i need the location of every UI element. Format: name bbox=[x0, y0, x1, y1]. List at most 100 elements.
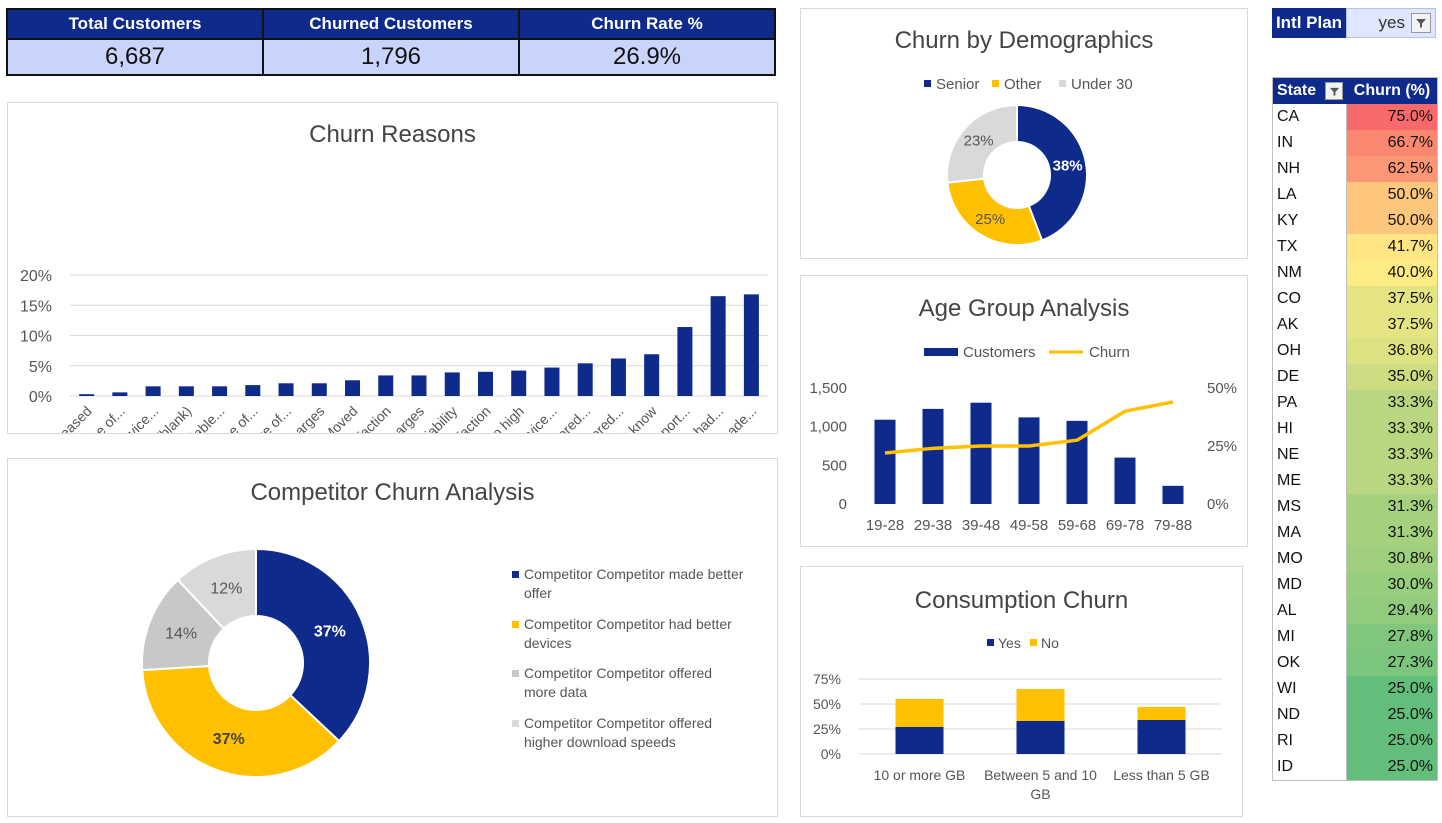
kpi-value: 1,796 bbox=[264, 40, 518, 74]
y2-tick-label: 25% bbox=[1207, 438, 1237, 455]
y2-tick-label: 0% bbox=[1207, 496, 1229, 513]
table-row: IN 66.7% bbox=[1273, 130, 1437, 156]
churn-cell: 25.0% bbox=[1347, 754, 1437, 780]
y-tick-label: 1,500 bbox=[809, 380, 847, 397]
table-row: PA 33.3% bbox=[1273, 390, 1437, 416]
chart-title: Churn by Demographics bbox=[894, 27, 1154, 54]
churn-cell: 50.0% bbox=[1347, 182, 1437, 208]
y-tick-label: 1,000 bbox=[809, 419, 847, 436]
x-tick-label: 79-88 bbox=[1154, 517, 1192, 534]
bar bbox=[743, 294, 759, 396]
table-row: KY 50.0% bbox=[1273, 208, 1437, 234]
kpi-churn-rate: Churn Rate % 26.9% bbox=[520, 10, 774, 74]
x-tick-label: Less than 5 GB bbox=[1113, 767, 1210, 783]
table-row: MS 31.3% bbox=[1273, 494, 1437, 520]
churn-cell: 41.7% bbox=[1347, 234, 1437, 260]
bar bbox=[411, 375, 427, 396]
x-tick-label: 10 or more GB bbox=[874, 767, 966, 783]
pie-slice bbox=[946, 103, 1018, 184]
bar bbox=[610, 358, 626, 396]
chart-title: Consumption Churn bbox=[914, 587, 1129, 614]
table-row: CO 37.5% bbox=[1273, 286, 1437, 312]
churn-reasons-panel: Churn Reasons 0%5%10%15%20%DeceasedPoor … bbox=[7, 102, 778, 434]
table-row: MA 31.3% bbox=[1273, 520, 1437, 546]
legend-swatch bbox=[512, 571, 519, 578]
y-tick-label: 500 bbox=[822, 457, 847, 474]
state-cell: MI bbox=[1273, 624, 1347, 650]
table-row: NM 40.0% bbox=[1273, 260, 1437, 286]
state-cell: IN bbox=[1273, 130, 1347, 156]
x-tick-label: 49-58 bbox=[1010, 517, 1048, 534]
table-row: ID 25.0% bbox=[1273, 754, 1437, 780]
churn-cell: 27.8% bbox=[1347, 624, 1437, 650]
bar bbox=[477, 371, 493, 396]
y-tick-label: 20% bbox=[20, 268, 52, 285]
slice-label: 37% bbox=[314, 623, 346, 640]
x-tick-label: 29-38 bbox=[914, 517, 952, 534]
churn-cell: 25.0% bbox=[1347, 676, 1437, 702]
churn-cell: 31.3% bbox=[1347, 494, 1437, 520]
table-row: NH 62.5% bbox=[1273, 156, 1437, 182]
bar bbox=[1162, 485, 1184, 504]
state-cell: MA bbox=[1273, 520, 1347, 546]
bar bbox=[278, 383, 294, 396]
state-cell: CA bbox=[1273, 104, 1347, 130]
filter-value: yes bbox=[1378, 13, 1405, 32]
legend-swatch bbox=[1059, 80, 1066, 87]
churn-cell: 66.7% bbox=[1347, 130, 1437, 156]
legend-label: Competitor Competitor offered higher down… bbox=[524, 715, 712, 750]
y-tick-label: 0% bbox=[821, 746, 841, 762]
table-row: AK 37.5% bbox=[1273, 312, 1437, 338]
kpi-total-customers: Total Customers 6,687 bbox=[8, 10, 264, 74]
bar bbox=[212, 386, 228, 396]
bar-yes bbox=[1016, 721, 1065, 754]
table-header: State Churn (%) bbox=[1273, 78, 1437, 104]
state-cell: NM bbox=[1273, 260, 1347, 286]
state-cell: KY bbox=[1273, 208, 1347, 234]
filter-label: Intl Plan bbox=[1272, 8, 1346, 38]
table-row: AL 29.4% bbox=[1273, 598, 1437, 624]
filter-value-field[interactable]: yes bbox=[1346, 8, 1436, 38]
churn-line bbox=[884, 400, 1174, 455]
x-tick-label: (blank) bbox=[153, 403, 195, 433]
y-tick-label: 50% bbox=[813, 696, 841, 712]
state-cell: OK bbox=[1273, 650, 1347, 676]
x-tick-label: Deceased bbox=[39, 403, 95, 433]
churn-cell: 50.0% bbox=[1347, 208, 1437, 234]
bar bbox=[577, 363, 593, 396]
bar bbox=[1114, 457, 1136, 504]
churn-cell: 33.3% bbox=[1347, 468, 1437, 494]
y-tick-label: 0% bbox=[29, 389, 52, 406]
bar bbox=[79, 394, 95, 396]
churn-cell: 31.3% bbox=[1347, 520, 1437, 546]
bar bbox=[1066, 420, 1088, 504]
y-tick-label: 15% bbox=[20, 298, 52, 315]
state-cell: RI bbox=[1273, 728, 1347, 754]
slice-label: 38% bbox=[1053, 158, 1083, 175]
filter-icon[interactable] bbox=[1325, 82, 1343, 100]
y2-tick-label: 50% bbox=[1207, 380, 1237, 397]
kpi-table: Total Customers 6,687 Churned Customers … bbox=[6, 8, 776, 76]
bar bbox=[511, 370, 527, 396]
demographics-chart: Senior Other Under 30 38% 25% 23% bbox=[924, 76, 1133, 246]
intl-plan-filter[interactable]: Intl Plan yes bbox=[1272, 8, 1436, 38]
state-cell: NH bbox=[1273, 156, 1347, 182]
state-header-label: State bbox=[1277, 82, 1317, 99]
table-row: OH 36.8% bbox=[1273, 338, 1437, 364]
filter-icon[interactable] bbox=[1411, 13, 1431, 33]
x-tick-label: Moved bbox=[320, 403, 361, 433]
state-cell: MD bbox=[1273, 572, 1347, 598]
legend-swatch bbox=[512, 621, 519, 628]
legend-swatch bbox=[512, 720, 519, 727]
churn-header: Churn (%) bbox=[1353, 82, 1431, 99]
bar bbox=[710, 296, 726, 396]
bar bbox=[444, 372, 460, 396]
churn-cell: 33.3% bbox=[1347, 390, 1437, 416]
pie-slice bbox=[946, 177, 1044, 246]
state-cell: AL bbox=[1273, 598, 1347, 624]
state-header[interactable]: State bbox=[1273, 78, 1347, 104]
pie-slice bbox=[1016, 103, 1088, 242]
kpi-churned-customers: Churned Customers 1,796 bbox=[264, 10, 520, 74]
slice-label: 12% bbox=[210, 580, 242, 597]
bar-yes bbox=[1137, 720, 1186, 754]
